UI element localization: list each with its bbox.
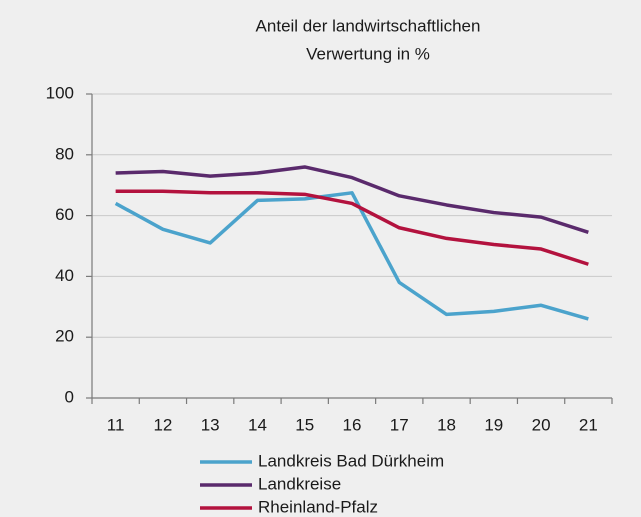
data-line (115, 189, 589, 266)
x-tick-label: 12 (153, 415, 172, 434)
y-tick-label: 100 (46, 83, 74, 102)
x-tick-label: 19 (484, 415, 503, 434)
x-tick-label: 18 (437, 415, 456, 434)
y-tick-label: 60 (55, 205, 74, 224)
y-tick-label: 0 (65, 387, 74, 406)
legend-label: Landkreis Bad Dürkheim (258, 451, 444, 470)
y-tick-label: 40 (55, 266, 74, 285)
x-tick-label: 13 (201, 415, 220, 434)
x-tick-label: 17 (390, 415, 409, 434)
data-line (115, 165, 589, 234)
x-tick-label: 21 (579, 415, 598, 434)
legend-label: Landkreise (258, 474, 341, 493)
legend-label: Rheinland-Pfalz (258, 497, 378, 516)
y-tick-label: 20 (55, 327, 74, 346)
x-tick-label: 14 (248, 415, 267, 434)
x-tick-label: 15 (295, 415, 314, 434)
x-tick-label: 20 (532, 415, 551, 434)
x-tick-label: 11 (107, 415, 125, 434)
chart-title: Anteil der landwirtschaftlichen (256, 16, 481, 35)
chart-title: Verwertung in % (306, 44, 430, 63)
x-tick-label: 16 (343, 415, 362, 434)
y-tick-label: 80 (55, 144, 74, 163)
data-line (114, 191, 589, 321)
